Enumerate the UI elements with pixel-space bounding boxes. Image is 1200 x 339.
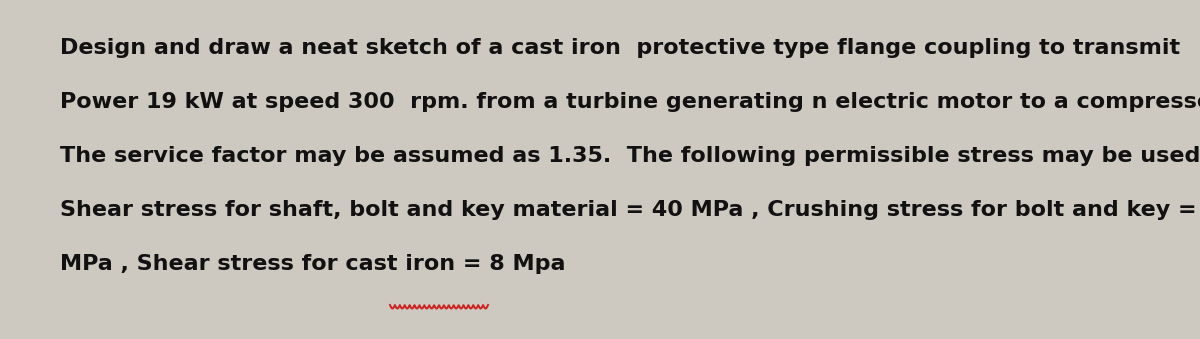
- Text: Design and draw a neat sketch of a cast iron  protective type flange coupling to: Design and draw a neat sketch of a cast …: [60, 38, 1180, 58]
- Text: Power 19 kW at speed 300  rpm. from a turbine generating n electric motor to a c: Power 19 kW at speed 300 rpm. from a tur…: [60, 92, 1200, 112]
- Text: MPa , Shear stress for cast iron = 8 Mpa: MPa , Shear stress for cast iron = 8 Mpa: [60, 254, 565, 274]
- Text: Shear stress for shaft, bolt and key material = 40 MPa , Crushing stress for bol: Shear stress for shaft, bolt and key mat…: [60, 200, 1200, 220]
- Text: The service factor may be assumed as 1.35.  The following permissible stress may: The service factor may be assumed as 1.3…: [60, 146, 1200, 166]
